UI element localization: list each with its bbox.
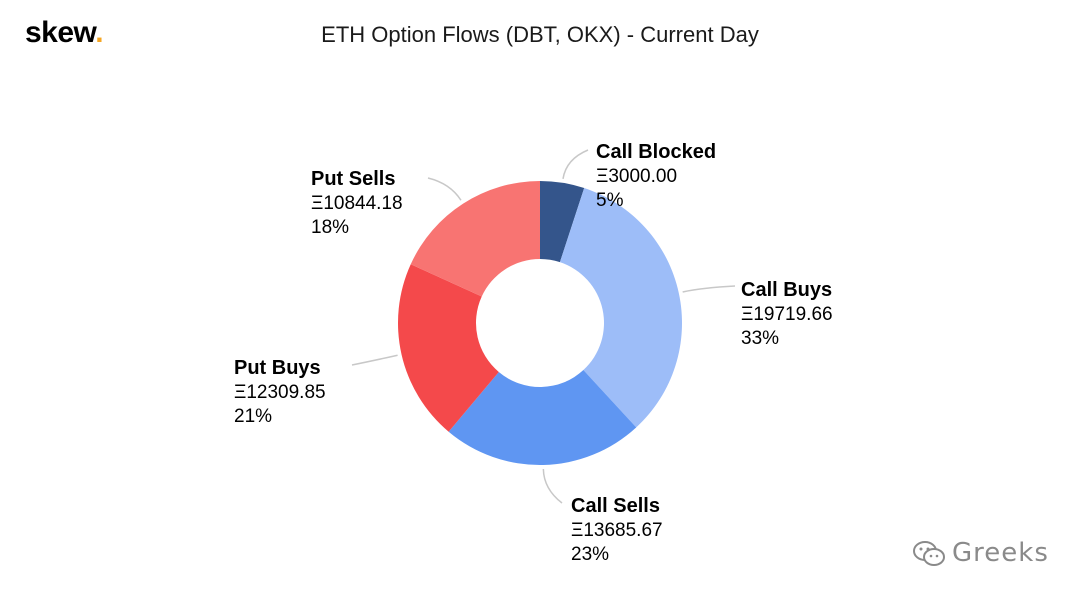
label-value-call-buys: Ξ19719.66 [741,304,833,325]
label-pct-call-buys: 33% [741,328,779,349]
label-call-buys: Call Buys Ξ19719.66 33% [741,279,833,349]
slices-group [398,180,683,465]
label-value-call-sells: Ξ13685.67 [571,520,663,541]
label-call-blocked: Call Blocked Ξ3000.00 5% [596,141,716,211]
watermark-text: Greeks [952,538,1049,568]
label-pct-put-buys: 21% [234,406,272,427]
label-pct-put-sells: 18% [311,217,349,238]
slice-put-buys [398,264,499,432]
leader-line-call-sells [542,468,563,504]
label-put-buys: Put Buys Ξ12309.85 21% [234,357,326,427]
wechat-icon [913,540,945,566]
leader-line-call-buys [682,285,736,293]
label-pct-call-blocked: 5% [596,190,624,211]
label-put-sells: Put Sells Ξ10844.18 18% [311,168,403,238]
label-call-sells: Call Sells Ξ13685.67 23% [571,495,663,565]
label-name-call-blocked: Call Blocked [596,141,716,163]
label-name-put-buys: Put Buys [234,357,321,379]
label-name-call-sells: Call Sells [571,495,660,517]
label-name-call-buys: Call Buys [741,279,832,301]
skew-logo: skew. [25,16,104,50]
labels-group: Call Blocked Ξ3000.00 5% Call Buys Ξ19719.66… [234,141,833,565]
brand-dot: . [95,16,104,49]
label-value-put-buys: Ξ12309.85 [234,382,326,403]
brand-name: skew [25,16,96,49]
slice-call-sells [448,370,637,465]
label-pct-call-sells: 23% [571,544,609,565]
label-value-put-sells: Ξ10844.18 [311,193,403,214]
label-value-call-blocked: Ξ3000.00 [596,166,677,187]
watermark: Greeks [912,538,1049,568]
label-name-put-sells: Put Sells [311,168,395,190]
slice-put-sells [410,180,540,297]
slice-call-blocked [540,181,585,263]
slice-call-buys [559,188,683,428]
leader-line-put-sells [427,177,462,201]
chart-title: ETH Option Flows (DBT, OKX) - Current Da… [321,22,759,47]
leader-line-put-buys [351,354,398,366]
leader-line-call-blocked [562,149,589,179]
